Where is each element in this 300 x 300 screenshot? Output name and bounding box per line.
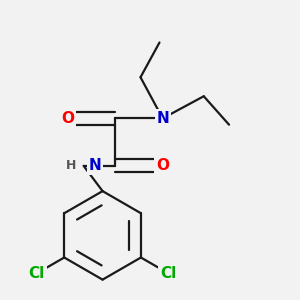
Text: Cl: Cl (29, 266, 45, 281)
Text: O: O (61, 111, 74, 126)
Text: H: H (66, 159, 76, 172)
Text: O: O (156, 158, 169, 173)
Text: Cl: Cl (160, 266, 176, 281)
Text: N: N (88, 158, 101, 173)
Text: N: N (156, 111, 169, 126)
